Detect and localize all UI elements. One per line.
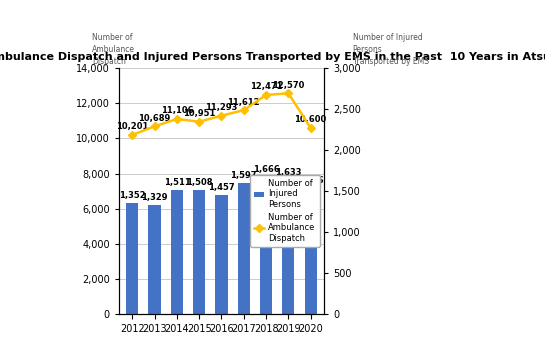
Text: 1,666: 1,666 <box>253 166 280 174</box>
Text: 1,457: 1,457 <box>208 183 235 192</box>
Text: 1,329: 1,329 <box>141 193 168 202</box>
Bar <box>282 180 294 314</box>
Text: 11,106: 11,106 <box>161 106 193 115</box>
Legend: Number of
Injured
Persons, Number of
Ambulance
Dispatch: Number of Injured Persons, Number of Amb… <box>250 175 320 247</box>
Bar <box>126 203 138 314</box>
Bar <box>215 195 228 314</box>
Text: 1,633: 1,633 <box>275 168 301 177</box>
Text: 11,612: 11,612 <box>227 98 260 106</box>
Bar <box>148 205 161 314</box>
Text: 1,352: 1,352 <box>119 191 146 200</box>
Text: 10,951: 10,951 <box>183 109 215 118</box>
Text: 1,511: 1,511 <box>164 178 190 187</box>
Bar <box>260 178 272 314</box>
Text: 10,689: 10,689 <box>138 114 171 123</box>
Title: Fig.1 Number of Ambulance Dispatch and Injured Persons Transported by EMS in the: Fig.1 Number of Ambulance Dispatch and I… <box>0 52 545 62</box>
Text: 10,600: 10,600 <box>294 115 327 124</box>
Text: Number of Injured
Persons
Transported by EMS: Number of Injured Persons Transported by… <box>353 33 429 66</box>
Bar <box>171 190 183 314</box>
Text: 1,508: 1,508 <box>186 178 213 187</box>
Text: 1,536: 1,536 <box>298 176 324 185</box>
Text: Number of
Ambulance
Dispatch: Number of Ambulance Dispatch <box>92 33 135 66</box>
Bar <box>238 183 250 314</box>
Text: 11,293: 11,293 <box>205 103 238 112</box>
Text: 10,201: 10,201 <box>116 122 149 131</box>
Text: 1,597: 1,597 <box>231 171 257 180</box>
Text: 12,471: 12,471 <box>250 83 282 91</box>
Bar <box>305 188 317 314</box>
Bar <box>193 190 205 314</box>
Text: 12,570: 12,570 <box>272 81 305 90</box>
